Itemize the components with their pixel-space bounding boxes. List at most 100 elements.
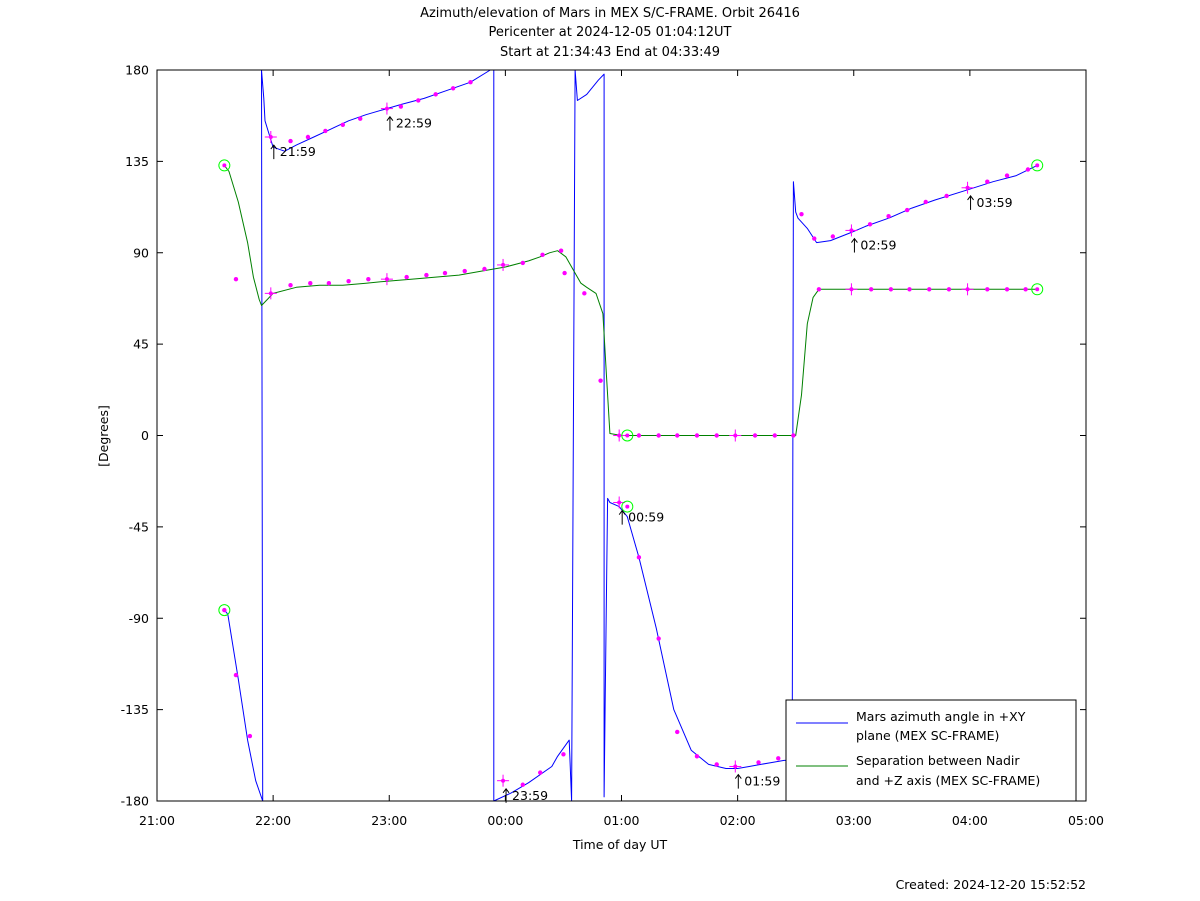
time-annotation: 03:59 [967, 195, 1013, 210]
marker-cross-dot [733, 433, 738, 438]
marker-dot [346, 278, 351, 284]
marker-dot [944, 193, 949, 199]
y-tick-label: 90 [133, 245, 149, 260]
marker-circle-dot [1035, 287, 1040, 292]
marker-dot [233, 672, 239, 678]
annotation-label: 23:59 [512, 788, 548, 803]
title-line-2: Pericenter at 2024-12-05 01:04:12UT [488, 25, 731, 40]
marker-dot [558, 248, 564, 253]
marker-dot [1004, 173, 1010, 178]
marker-dot [799, 211, 804, 217]
marker-dot [340, 122, 345, 128]
x-tick-label: 22:00 [255, 813, 291, 828]
marker-dot [946, 287, 952, 292]
marker-dot [714, 762, 719, 767]
marker-dot [923, 199, 928, 205]
marker-dot [714, 433, 719, 438]
marker-dot [886, 214, 891, 219]
annotation-arrow-head [618, 509, 626, 515]
marker-cross-dot [617, 500, 622, 505]
marker-cross-dot [501, 262, 506, 267]
marker-circle [1031, 283, 1044, 296]
marker-dot [404, 274, 409, 280]
marker-cross [961, 283, 974, 296]
marker-cross [613, 429, 626, 442]
marker-dot [323, 128, 328, 134]
marker-cross-dot [384, 277, 389, 282]
x-tick-label: 21:00 [139, 813, 175, 828]
marker-dot [675, 433, 680, 438]
marker-cross [845, 283, 858, 296]
marker-dot [468, 79, 473, 85]
x-axis-label: Time of day UT [572, 837, 668, 852]
marker-dot [366, 276, 371, 282]
marker-dot [582, 291, 587, 296]
marker-dot [636, 555, 642, 560]
marker-dot [288, 138, 293, 144]
annotation-label: 02:59 [860, 238, 896, 253]
y-tick-label: 45 [133, 337, 149, 352]
x-tick-label: 02:00 [720, 813, 756, 828]
title-line-3: Start at 21:34:43 End at 04:33:49 [500, 45, 720, 60]
x-tick-label: 23:00 [371, 813, 407, 828]
legend-label-azimuth-line-2: plane (MEX SC-FRAME) [856, 728, 999, 743]
x-tick-label: 05:00 [1068, 813, 1104, 828]
marker-dot [424, 272, 429, 278]
marker-cross-dot [849, 287, 854, 292]
marker-dot [812, 236, 817, 241]
y-tick-label: 180 [125, 63, 149, 78]
time-annotation: 21:59 [270, 144, 316, 160]
marker-dot [416, 98, 421, 103]
marker-circle [1031, 159, 1044, 172]
marker-cross-dot [501, 778, 506, 783]
marker-dot [985, 287, 990, 292]
marker-circle [621, 500, 634, 513]
legend: Mars azimuth angle in +XY plane (MEX SC-… [785, 699, 1077, 802]
marker-dot [462, 268, 467, 274]
time-annotation: 01:59 [734, 774, 780, 789]
annotation-label: 00:59 [628, 510, 664, 525]
marker-dot [1023, 287, 1028, 292]
annotation-arrow-head [502, 787, 510, 794]
marker-dot [1004, 287, 1010, 292]
marker-dot [694, 433, 700, 438]
annotation-label: 03:59 [977, 195, 1013, 210]
axes-layer: 21:00 22:00 23:00 00:00 01:00 02:00 03:00 04:00… [121, 63, 1104, 829]
marker-dot [927, 287, 932, 292]
marker-dot [520, 782, 525, 787]
marker-cross [264, 131, 277, 144]
marker-dot [636, 433, 642, 438]
marker-dot [520, 260, 525, 266]
marker-dot [305, 134, 311, 140]
series-line-separation [224, 165, 1038, 436]
marker-dot [433, 92, 438, 97]
marker-dot [540, 252, 545, 257]
marker-cross-dot [965, 287, 970, 292]
annotation-arrow-head [967, 195, 974, 201]
marker-dot [756, 760, 761, 765]
marker-cross [497, 774, 510, 787]
marker-dot [868, 287, 874, 292]
marker-dot [538, 770, 543, 775]
marker-dot [450, 86, 456, 91]
marker-dot [888, 287, 894, 292]
marker-dot [867, 222, 873, 227]
marker-dot [675, 729, 680, 735]
annotation-arrow-head [386, 115, 394, 122]
legend-label-separation-line-1: Separation between Nadir [856, 753, 1020, 768]
legend-box [785, 699, 1077, 802]
title-line-1: Azimuth/elevation of Mars in MEX S/C-FRA… [420, 6, 800, 21]
marker-dot [233, 276, 239, 282]
marker-cross [497, 258, 510, 271]
created-timestamp: Created: 2024-12-20 15:52:52 [896, 877, 1086, 892]
marker-cross-dot [384, 106, 389, 111]
y-tick-label: 0 [141, 428, 149, 443]
marker-dot [308, 281, 313, 286]
marker-cross [845, 224, 858, 237]
marker-circle-dot [625, 433, 630, 438]
marker-cross [264, 287, 277, 300]
marker-cross-dot [268, 135, 273, 140]
marker-cross [961, 181, 974, 194]
marker-dot [598, 378, 603, 383]
marker-dot [358, 116, 363, 121]
